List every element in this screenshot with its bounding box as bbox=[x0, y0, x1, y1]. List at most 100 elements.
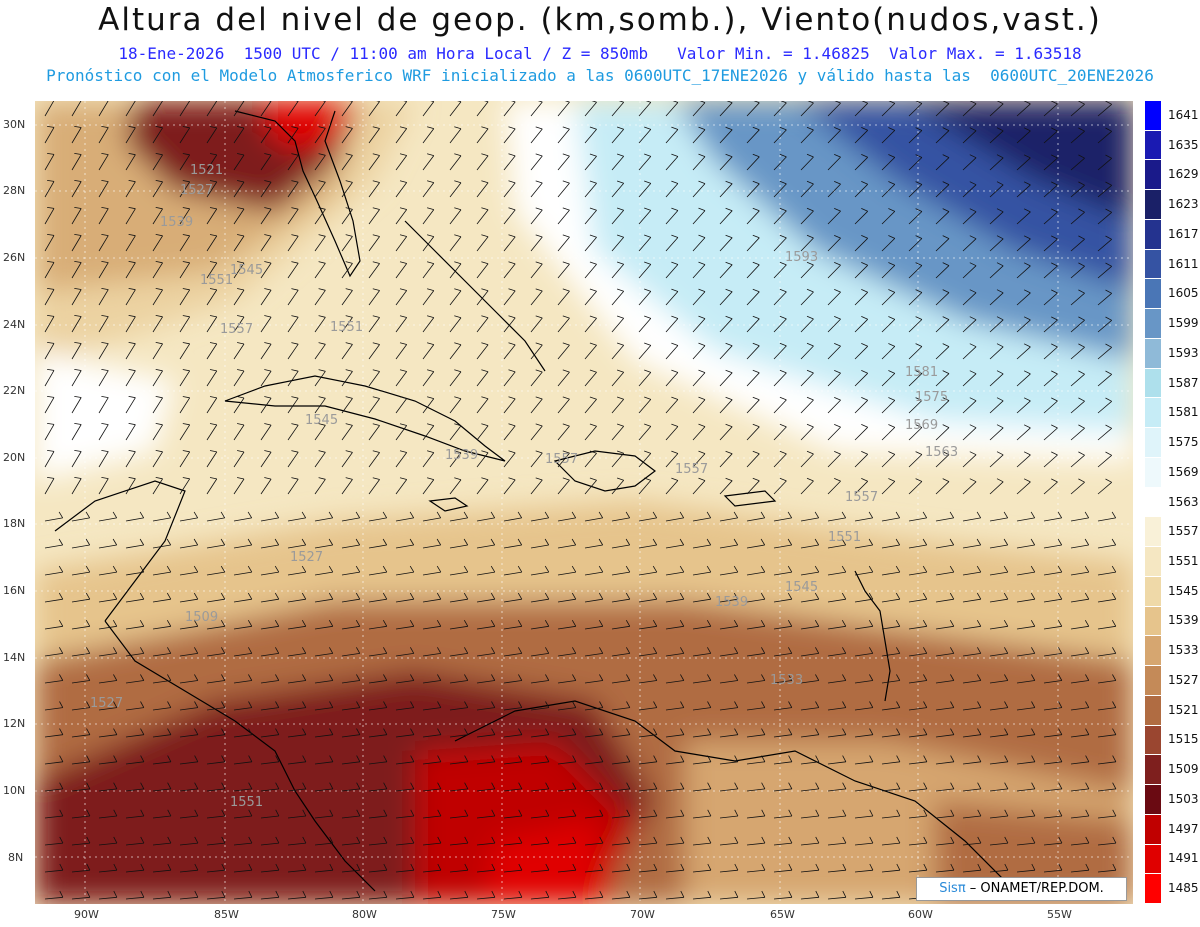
wind-barb bbox=[611, 372, 625, 387]
wind-barb bbox=[260, 208, 272, 225]
wind-barb bbox=[584, 517, 603, 522]
wind-barb-feather bbox=[376, 101, 380, 102]
wind-barb bbox=[908, 869, 927, 873]
wind-barb bbox=[206, 154, 218, 171]
wind-barb-feather bbox=[1023, 262, 1031, 267]
wind-barb-feather bbox=[977, 701, 982, 708]
wind-barb bbox=[368, 869, 387, 873]
wind-barb bbox=[1097, 265, 1112, 279]
wind-barb bbox=[503, 479, 516, 495]
wind-barb bbox=[449, 842, 468, 846]
wind-barb bbox=[341, 869, 360, 873]
wind-barb bbox=[962, 157, 977, 171]
wind-barb bbox=[584, 815, 603, 819]
wind-barb bbox=[287, 370, 299, 387]
wind-barb bbox=[854, 788, 873, 792]
wind-barb bbox=[395, 625, 414, 630]
wind-barb bbox=[233, 154, 245, 171]
wind-barb-feather bbox=[815, 836, 820, 844]
wind-barb-feather bbox=[383, 782, 388, 790]
wind-barb bbox=[1097, 211, 1112, 225]
wind-barb-feather bbox=[834, 478, 841, 482]
wind-barb bbox=[638, 761, 657, 765]
wind-barb bbox=[503, 842, 522, 846]
wind-barb bbox=[989, 869, 1008, 873]
wind-barb-feather bbox=[562, 207, 570, 211]
wind-barb bbox=[125, 869, 144, 873]
wind-barb bbox=[962, 373, 977, 387]
wind-barb bbox=[584, 479, 597, 495]
wind-barb bbox=[422, 761, 441, 765]
wind-barb-feather bbox=[481, 342, 489, 346]
wind-barb bbox=[449, 452, 462, 468]
wind-barb-feather bbox=[437, 728, 442, 735]
wind-barb bbox=[422, 815, 441, 819]
wind-barb-feather bbox=[508, 342, 516, 346]
wind-barb bbox=[287, 734, 306, 738]
wind-barb bbox=[314, 896, 333, 900]
wind-barb-feather bbox=[101, 261, 109, 263]
wind-barb-feather bbox=[644, 315, 651, 319]
colorbar-segment bbox=[1145, 844, 1161, 875]
wind-barb bbox=[179, 869, 198, 873]
wind-barb-feather bbox=[752, 288, 760, 293]
colorbar-label: 1533 bbox=[1168, 643, 1199, 658]
wind-barb-feather bbox=[1051, 370, 1058, 375]
wind-barb-feather bbox=[167, 755, 172, 762]
wind-barb-feather bbox=[1078, 451, 1085, 456]
wind-barb bbox=[827, 372, 841, 387]
wind-barb bbox=[449, 869, 468, 873]
colorbar-segment bbox=[1145, 428, 1161, 458]
wind-barb-feather bbox=[318, 261, 326, 264]
wind-barb bbox=[1070, 598, 1089, 603]
wind-barb bbox=[1043, 292, 1058, 306]
colorbar-segment bbox=[1145, 547, 1161, 577]
wind-barb bbox=[422, 263, 435, 279]
wind-barb-feather bbox=[841, 538, 847, 546]
wind-barb bbox=[692, 625, 711, 630]
wind-barb-feather bbox=[318, 180, 326, 183]
wind-barb bbox=[233, 815, 252, 819]
wind-barb-feather bbox=[733, 565, 739, 573]
wind-barb-feather bbox=[544, 565, 550, 573]
wind-barb bbox=[962, 653, 981, 657]
wind-barb bbox=[773, 680, 792, 684]
colorbar-label: 1563 bbox=[1168, 494, 1199, 509]
wind-barb bbox=[206, 397, 218, 414]
wind-barb bbox=[908, 481, 923, 495]
wind-barb bbox=[962, 761, 981, 765]
wind-barb-feather bbox=[976, 538, 982, 546]
wind-barb-feather bbox=[1051, 154, 1058, 159]
wind-barb bbox=[719, 571, 738, 576]
wind-barb-feather bbox=[139, 565, 145, 573]
wind-barb bbox=[152, 653, 171, 657]
wind-barb-feather bbox=[706, 592, 712, 600]
wind-barb bbox=[125, 896, 144, 900]
wind-barb bbox=[638, 734, 657, 738]
contour-label: 1551 bbox=[330, 320, 363, 335]
wind-barb-feather bbox=[698, 126, 706, 130]
wind-barb bbox=[233, 101, 245, 117]
wind-barb bbox=[44, 424, 55, 441]
wind-barb bbox=[692, 210, 706, 225]
wind-barb bbox=[827, 842, 846, 846]
wind-barb-feather bbox=[74, 153, 82, 155]
wind-barb bbox=[287, 680, 306, 684]
wind-barb-feather bbox=[74, 126, 82, 128]
wind-barb bbox=[854, 427, 868, 441]
wind-barb-feather bbox=[1105, 478, 1112, 483]
wind-barb-feather bbox=[680, 782, 685, 790]
wind-barb-feather bbox=[382, 511, 388, 519]
wind-barb-feather bbox=[383, 674, 388, 681]
wind-barb bbox=[746, 156, 760, 171]
wind-barb-feather bbox=[510, 101, 516, 103]
wind-barb bbox=[881, 400, 896, 414]
wind-barb-feather bbox=[329, 782, 334, 790]
wind-barb bbox=[530, 263, 543, 279]
wind-barb-feather bbox=[345, 126, 353, 129]
wind-barb-feather bbox=[47, 477, 55, 479]
wind-barb bbox=[233, 424, 245, 441]
wind-barb-feather bbox=[725, 207, 733, 212]
wind-barb bbox=[422, 398, 435, 414]
wind-barb bbox=[503, 398, 516, 414]
